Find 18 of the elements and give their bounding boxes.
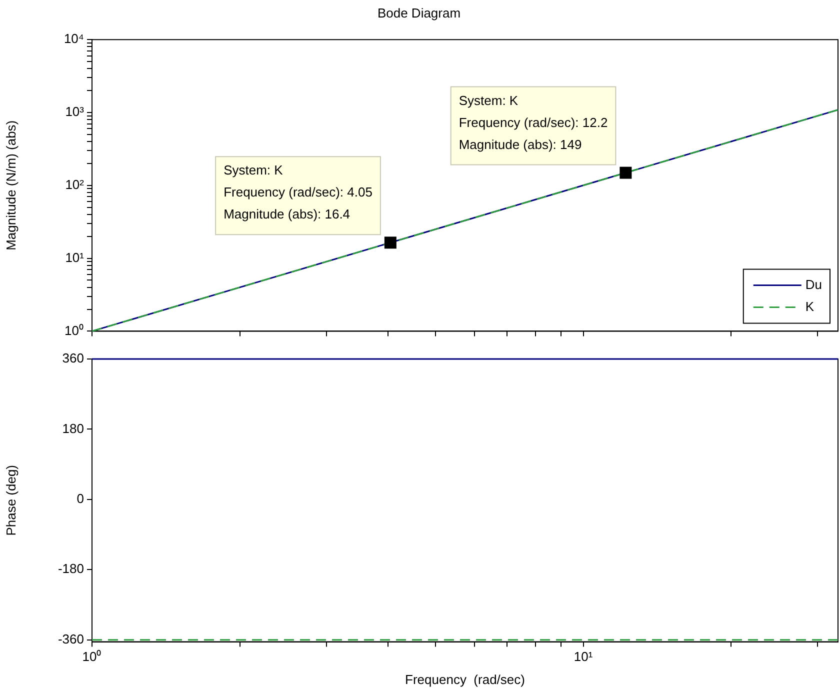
y-tick-label: 10²: [65, 176, 85, 192]
legend-label: Du: [805, 276, 822, 292]
annotation: System: K Frequency (rad/sec): 12.2 Magnitude (abs): 149: [458, 92, 608, 152]
annotation: System: K Frequency (rad/sec): 4.05 Magnitude (abs): 16.4: [224, 162, 372, 222]
y-tick-label: 10¹: [65, 250, 85, 265]
y-axis-title: Phase (deg): [3, 464, 18, 536]
y-tick-label: 360: [62, 350, 84, 366]
y-tick-label: 0: [76, 491, 84, 506]
y-tick-label: -360: [58, 631, 84, 646]
y-tick-label: 10³: [65, 104, 85, 120]
y-axis-title: Magnitude (N/m) (abs): [3, 120, 18, 250]
y-tick-label: -180: [58, 561, 84, 576]
y-tick-label: 180: [62, 420, 84, 436]
y-tick-label: 10⁴: [64, 31, 84, 46]
chart-title: Bode Diagram: [377, 5, 461, 20]
y-tick-label: 10⁰: [64, 322, 84, 338]
legend-label: K: [805, 298, 814, 314]
x-axis-title: Frequency (rad/sec): [405, 672, 525, 687]
